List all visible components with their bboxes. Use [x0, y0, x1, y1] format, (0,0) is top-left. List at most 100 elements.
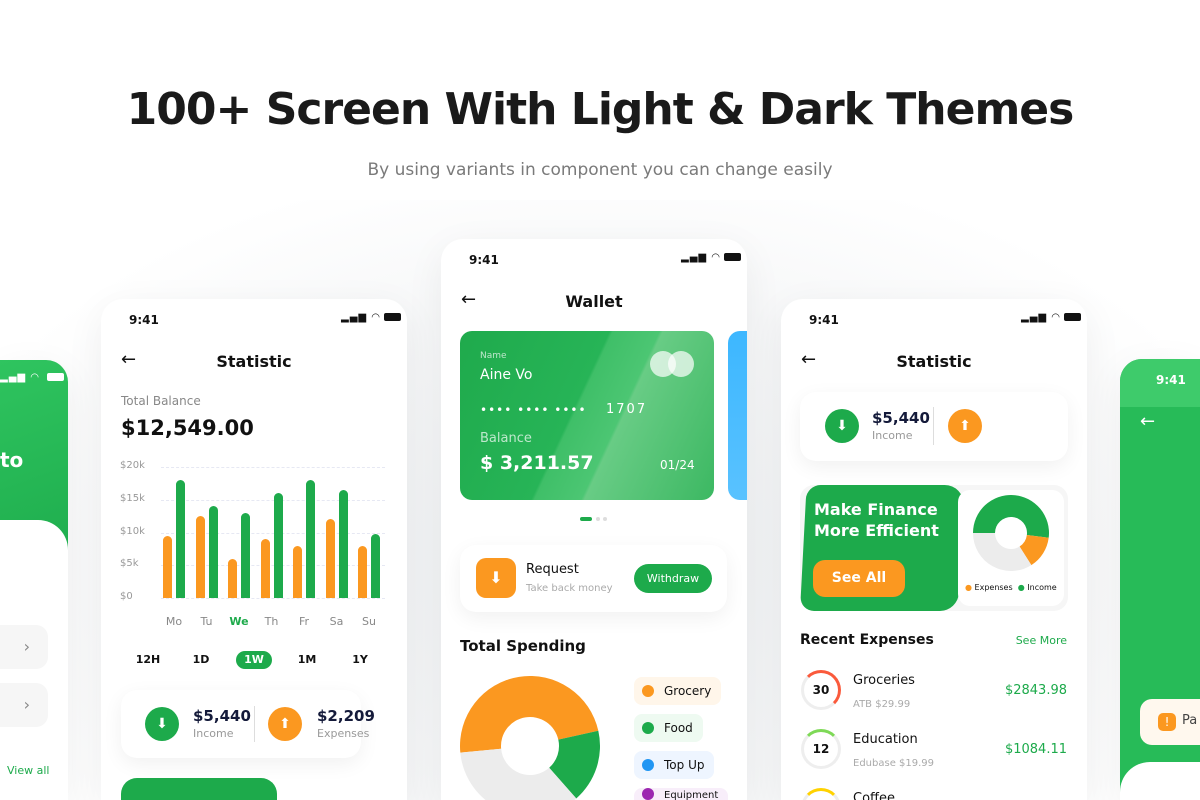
bar-mo-green[interactable]	[176, 480, 185, 598]
bar-sa-green[interactable]	[338, 489, 348, 598]
status-time: 9:41	[1156, 373, 1186, 387]
promo-card	[121, 778, 277, 800]
carousel-dot[interactable]	[603, 517, 607, 521]
bar-we-green[interactable]	[241, 512, 250, 598]
income-expense-donut	[973, 495, 1049, 571]
income-label: Income	[872, 429, 913, 442]
page-title: Wallet	[565, 292, 623, 311]
expenses-icon: ⬆	[948, 409, 982, 443]
slice-grocery[interactable]	[460, 676, 599, 753]
bar-su-orange[interactable]	[358, 545, 367, 598]
withdraw-button[interactable]: Withdraw	[634, 564, 712, 593]
expense-row[interactable]: 30 Groceries ATB $29.99 $2843.98	[781, 667, 1087, 717]
x-tick-label: Tu	[200, 615, 213, 628]
period-tab-1y[interactable]: 1Y	[352, 653, 368, 666]
list-item[interactable]: ›	[0, 625, 48, 669]
request-title: Request	[526, 562, 579, 577]
income-amount: $5,440	[193, 707, 251, 725]
see-more-link[interactable]: See More	[1015, 634, 1067, 647]
bar-mo-orange[interactable]	[163, 535, 172, 598]
x-tick-label: We	[229, 615, 249, 628]
summary-card: ⬇ $5,440 Income ⬆ $2,209 Expenses	[121, 690, 375, 758]
progress-ring: 30	[801, 670, 841, 710]
bar-tu-green[interactable]	[208, 506, 218, 598]
back-arrow-icon[interactable]: ←	[461, 289, 477, 310]
period-tab-1m[interactable]: 1M	[297, 653, 317, 666]
x-tick-label: Fr	[298, 615, 310, 628]
notification[interactable]: ! Pa	[1140, 699, 1200, 745]
legend-label: Income	[1027, 583, 1057, 592]
card-expiry: 01/24	[660, 458, 695, 472]
hero-title: 100+ Screen With Light & Dark Themes	[126, 84, 1075, 135]
gridline	[161, 598, 385, 599]
slice-other[interactable]	[973, 533, 1032, 571]
promo-card: Make Finance More Efficient See All ● Exp…	[800, 485, 1068, 611]
bar-su-green[interactable]	[371, 534, 380, 598]
list-item[interactable]: ›	[0, 683, 48, 727]
carousel-dot[interactable]	[596, 517, 600, 521]
gridline	[161, 532, 385, 534]
promo-title-line1: Make Finance	[814, 500, 938, 519]
income-icon: ⬇	[145, 707, 179, 741]
expense-sub: ATB $29.99	[853, 699, 911, 710]
legend-label: Equipment	[664, 790, 719, 800]
period-tab-1d[interactable]: 1D	[192, 653, 210, 666]
chevron-right-icon: ›	[23, 695, 30, 714]
back-arrow-icon[interactable]: ←	[801, 349, 817, 370]
slice-food[interactable]	[549, 730, 600, 799]
legend-equipment: Equipment	[634, 788, 729, 800]
request-card: ⬇ Request Take back money Withdraw	[460, 545, 727, 612]
income-amount: $5,440	[872, 409, 930, 427]
bar-fr-green[interactable]	[306, 480, 315, 598]
hero-subtitle: By using variants in component you can c…	[367, 160, 833, 180]
credit-card[interactable]: Name Aine Vo •••• •••• •••• 1707 Balance…	[460, 331, 714, 500]
spending-donut	[460, 676, 600, 800]
bar-tu-orange[interactable]	[195, 516, 205, 598]
card-name-label: Name	[480, 351, 507, 361]
see-all-button[interactable]: See All	[813, 560, 905, 597]
status-time: 9:41	[809, 313, 839, 327]
promo-title-line2: More Efficient	[814, 521, 939, 540]
period-tab-1w[interactable]: 1W	[236, 651, 272, 669]
right-phone: 9:41 ← ! Pa	[1120, 359, 1200, 800]
bar-chart: $20k $15k $10k $5k $0 Mo Tu We Th Fr Sa Su	[101, 459, 407, 639]
next-card[interactable]	[728, 331, 747, 500]
bar-fr-orange[interactable]	[293, 545, 302, 598]
legend-label: Grocery	[664, 684, 712, 698]
notification-text: Pa	[1182, 713, 1198, 728]
expense-name: Coffee	[853, 791, 895, 800]
status-icons: ▂▄▆ ◠	[681, 252, 741, 263]
progress-ring: 12	[801, 729, 841, 769]
carousel-dot-active[interactable]	[580, 517, 592, 521]
page-title: Statistic	[216, 352, 292, 371]
y-tick-label: $20k	[120, 460, 145, 471]
legend-label: Expenses	[974, 583, 1013, 592]
card-last4: 1707	[606, 402, 648, 417]
chevron-right-icon: ›	[23, 637, 30, 656]
bar-we-orange[interactable]	[228, 558, 237, 598]
x-tick-label: Mo	[165, 615, 183, 628]
expense-row[interactable]: Coffee	[781, 785, 1087, 800]
expense-row[interactable]: 12 Education Edubase $19.99 $1084.11	[781, 726, 1087, 776]
status-time: 9:41	[469, 253, 499, 267]
warning-icon: !	[1158, 713, 1176, 731]
back-arrow-icon[interactable]: ←	[121, 349, 137, 370]
period-tab-12h[interactable]: 12H	[135, 653, 161, 666]
signal-icon: ▂▄▆ ◠	[0, 372, 65, 383]
slice-other[interactable]	[460, 748, 577, 800]
slice-income[interactable]	[973, 495, 1049, 538]
slice-expenses[interactable]	[1019, 535, 1049, 566]
bar-th-green[interactable]	[273, 493, 283, 598]
income-label: Income	[193, 727, 234, 740]
bar-th-orange[interactable]	[260, 539, 270, 598]
y-tick-label: $10k	[120, 525, 145, 537]
status-icons: ▂▄▆ ◠	[341, 312, 401, 323]
y-tick-label: $5k	[120, 558, 139, 570]
card-number-mask: •••• •••• ••••	[480, 403, 587, 417]
bar-sa-orange[interactable]	[325, 519, 335, 598]
back-arrow-icon[interactable]: ←	[1140, 411, 1156, 432]
view-all-link[interactable]: View all	[7, 764, 50, 777]
page-title: Statistic	[896, 352, 972, 371]
expense-amount: $2843.98	[1004, 683, 1067, 698]
spending-title: Total Spending	[460, 637, 586, 655]
